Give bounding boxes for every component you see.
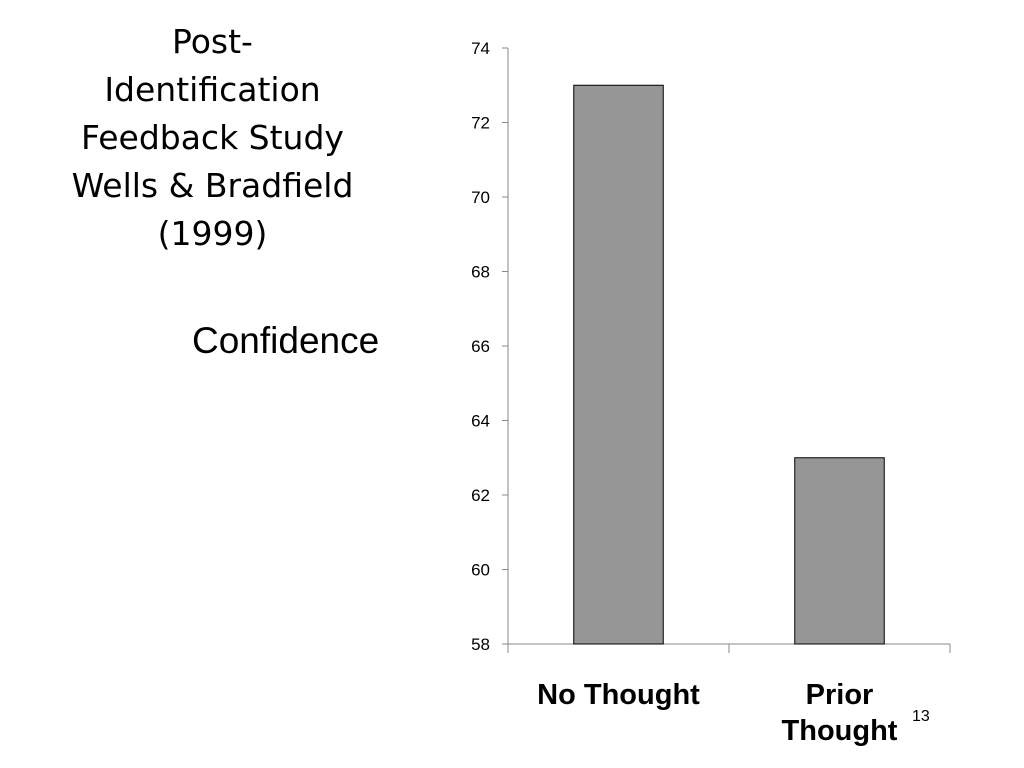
title-line: Wells & Bradfield [71,166,354,205]
y-tick-label: 72 [471,114,490,133]
bar [573,84,664,645]
y-tick-label: 62 [471,486,490,505]
x-category-label: Prior Thought [782,679,898,747]
title-line: Feedback Study [81,118,344,157]
title-line: Post- [172,22,253,61]
x-category-label: No Thought [537,679,700,711]
slide-title: Post- Identification Feedback Study Well… [20,18,405,258]
y-tick-label: 64 [471,412,490,431]
y-tick-label: 66 [471,337,490,356]
bar [794,457,885,645]
y-tick-label: 58 [471,635,490,654]
page-number: 13 [912,708,930,725]
title-line: (1999) [157,214,268,253]
y-tick-label: 60 [471,561,490,580]
y-tick-label: 68 [471,263,490,282]
y-tick-label: 70 [471,188,490,207]
title-line: Identification [104,70,321,109]
y-tick-label: 74 [471,39,490,58]
y-axis-label: Confidence [192,320,380,361]
